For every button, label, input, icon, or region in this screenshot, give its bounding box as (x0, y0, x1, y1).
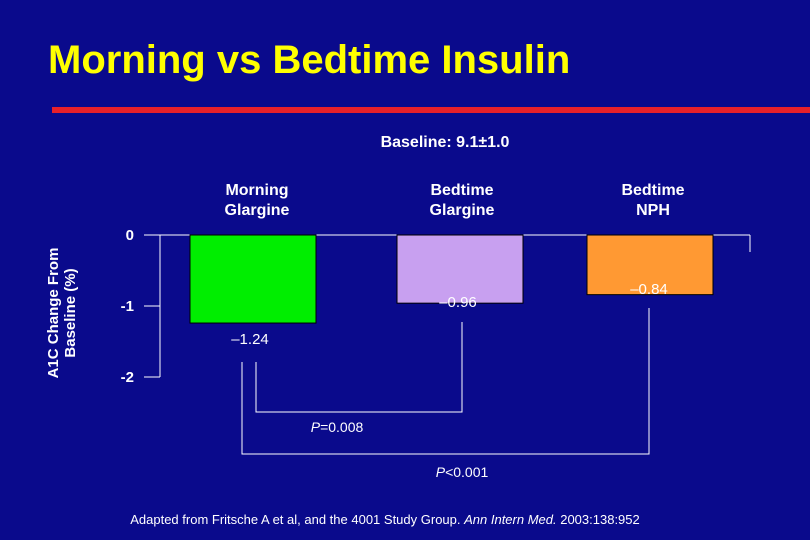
y-tick-label: 0 (126, 227, 134, 244)
y-tick-label: -1 (121, 298, 134, 315)
category-label-morning-glargine: Morning Glargine (197, 181, 317, 221)
source-prefix: Adapted from Fritsche A et al, and the 4… (130, 512, 465, 527)
bar-value-label: –0.96 (439, 294, 477, 311)
category-label-line: Bedtime (621, 182, 685, 199)
category-label-line: Morning (225, 182, 289, 199)
category-label-line: Glargine (224, 202, 290, 219)
p-value-label: P<0.001 (436, 464, 489, 480)
title-divider (52, 107, 810, 113)
category-label-line: NPH (636, 202, 670, 219)
category-label-line: Bedtime (430, 182, 494, 199)
comparison-bracket (255, 322, 463, 413)
source-citation: Adapted from Fritsche A et al, and the 4… (0, 512, 810, 527)
bar-value-label: –1.24 (231, 331, 269, 348)
category-label-bedtime-glargine: Bedtime Glargine (402, 181, 522, 221)
bar (586, 234, 714, 296)
y-tick-label: -2 (121, 369, 134, 386)
baseline-label: Baseline: 9.1±1.0 (380, 134, 510, 151)
source-suffix: 2003:138:952 (556, 512, 640, 527)
source-journal: Ann Intern Med. (464, 512, 557, 527)
category-label-bedtime-nph: Bedtime NPH (593, 181, 713, 221)
slide-title: Morning vs Bedtime Insulin (48, 38, 571, 82)
p-value-label: P=0.008 (311, 419, 364, 435)
bar-value-label: –0.84 (630, 281, 668, 298)
bar (396, 234, 524, 304)
bar (189, 234, 317, 324)
category-label-line: Glargine (429, 202, 495, 219)
comparison-bracket (241, 308, 650, 455)
